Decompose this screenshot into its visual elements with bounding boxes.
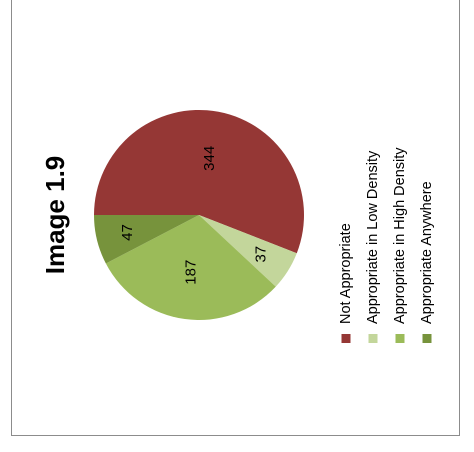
data-label-3: 187 xyxy=(183,260,200,285)
pie-data-labels: 344 37 187 47 xyxy=(119,146,270,285)
chart-frame xyxy=(11,0,460,436)
pie-slices xyxy=(94,109,305,320)
legend-label-3: Appropriate in High Density xyxy=(392,147,408,324)
pie-slice-3 xyxy=(105,215,276,320)
legend-swatch-1 xyxy=(341,334,351,343)
data-label-2: 37 xyxy=(253,246,270,263)
legend: Not Appropriate Appropriate in Low Densit… xyxy=(338,147,435,343)
data-label-1: 344 xyxy=(201,146,218,171)
pie-slice-4 xyxy=(94,215,199,264)
legend-swatch-2 xyxy=(368,334,378,343)
data-label-4: 47 xyxy=(119,224,136,241)
legend-label-1: Not Appropriate xyxy=(338,223,354,324)
chart-title: Image 1.9 xyxy=(40,156,70,275)
legend-swatch-3 xyxy=(395,334,405,343)
legend-label-2: Appropriate in Low Density xyxy=(365,150,381,324)
legend-swatch-4 xyxy=(422,334,432,343)
pie-slice-2 xyxy=(199,215,297,287)
pie-slice-1 xyxy=(94,109,305,254)
legend-label-4: Appropriate Anywhere xyxy=(419,181,435,324)
